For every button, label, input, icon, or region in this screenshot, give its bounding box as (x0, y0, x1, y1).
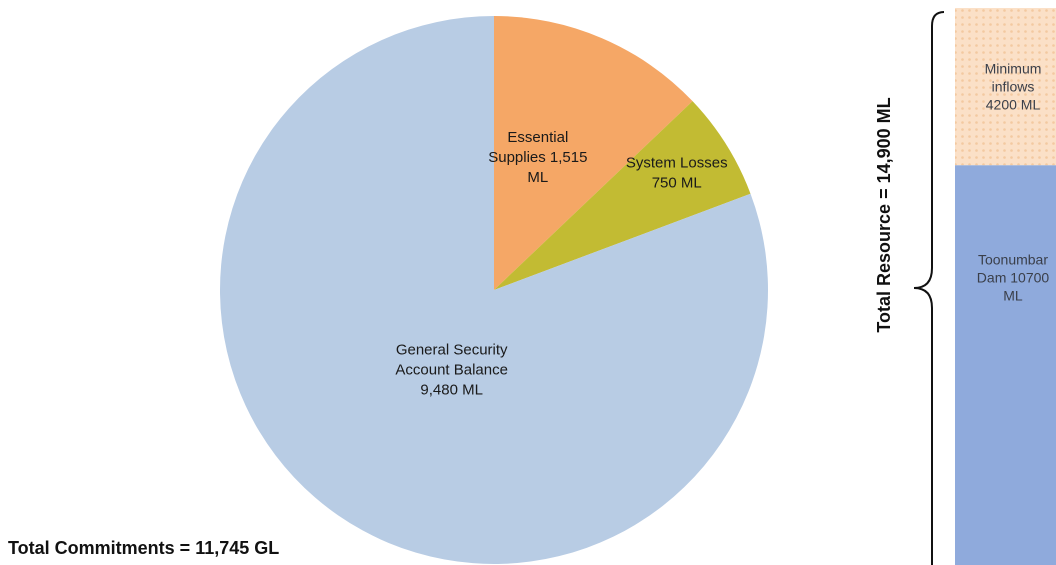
pie-slice-general-security-account-balance (220, 16, 769, 564)
bar-label-minimum-inflows: Minimum inflows 4200 ML (985, 61, 1042, 113)
pie-label-system-losses: System Losses 750 ML (626, 155, 728, 192)
pie-label-essential-supplies: Essential Supplies 1,515 ML (488, 129, 587, 186)
pie-slice-essential-supplies (494, 16, 693, 290)
bar-segment-minimum-inflows (955, 8, 1056, 166)
total-resource-label: Total Resource = 14,900 ML (874, 97, 894, 332)
resource-stacked-bar: Minimum inflows 4200 ML Toonumbar Dam 10700 M… (955, 8, 1056, 565)
bar-segment-toonumbar-dam (955, 165, 1056, 565)
pie-slice-labels: Essential Supplies 1,515 ML System Losses 75… (395, 129, 727, 398)
total-resource-brace (913, 11, 945, 565)
total-commitments-label: Total Commitments = 11,745 GL (8, 538, 279, 558)
pie-label-general-security-account-balance: General Security Account Balance 9,480 ML (395, 342, 508, 399)
bar-label-toonumbar-dam: Toonumbar Dam 10700 ML (977, 251, 1050, 303)
commitments-pie-chart (220, 16, 769, 564)
pie-slice-system-losses (494, 101, 751, 290)
